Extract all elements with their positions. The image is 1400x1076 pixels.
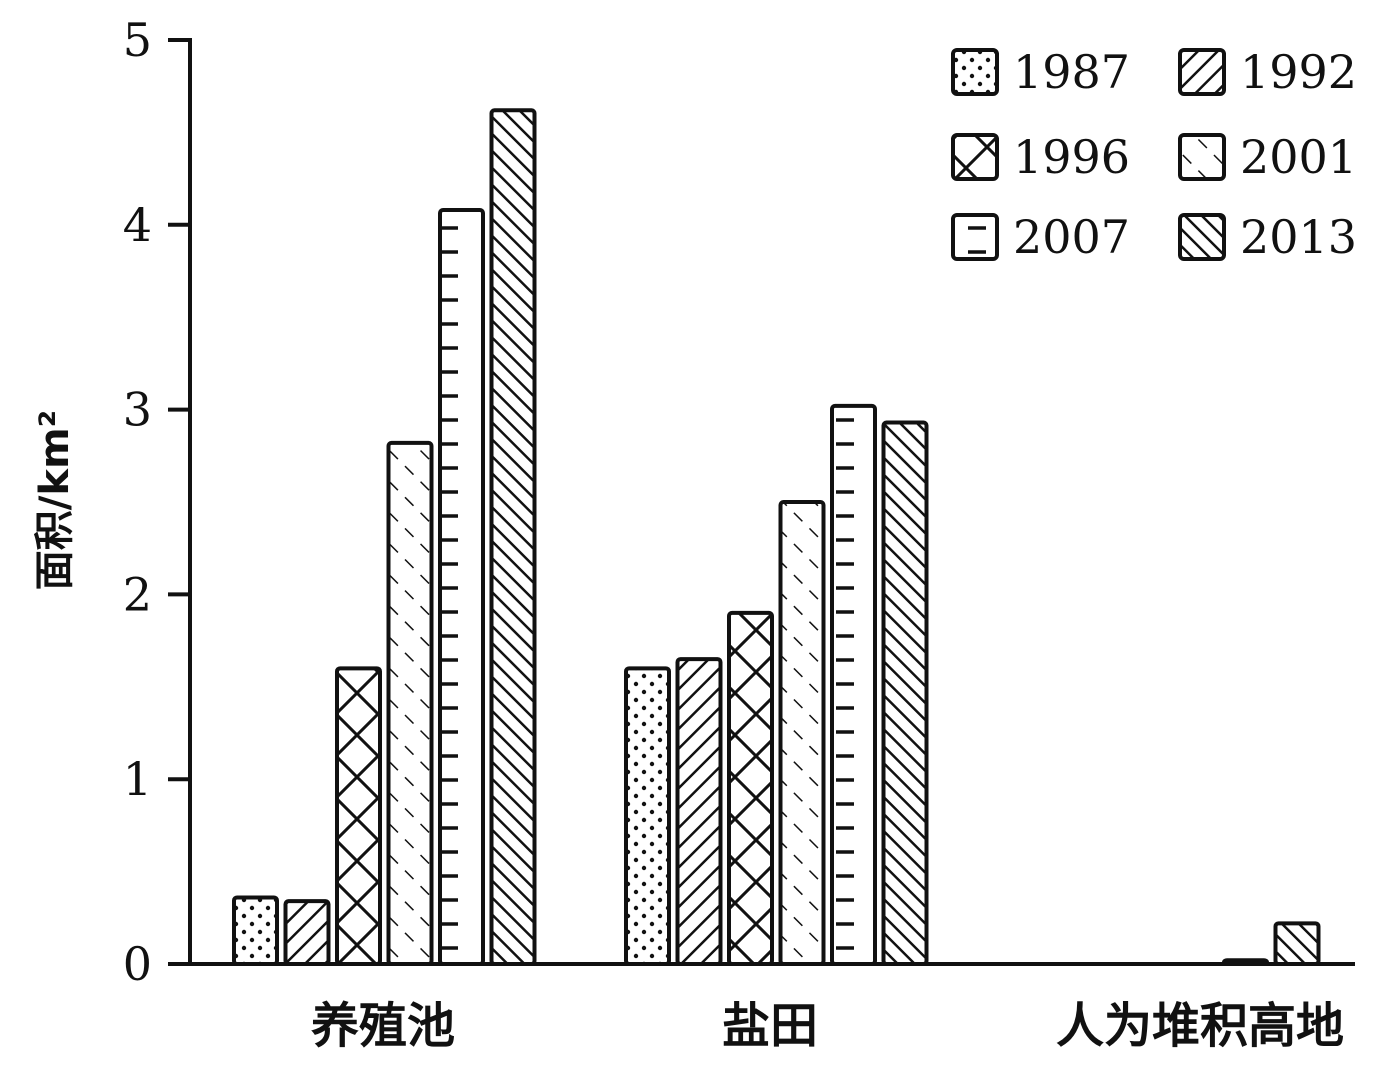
legend-label-1996: 1996 <box>1013 130 1130 184</box>
bar-1996-1 <box>727 610 774 966</box>
category-label: 盐田 <box>722 998 818 1054</box>
y-tick-label: 4 <box>123 198 152 252</box>
legend-label-1992: 1992 <box>1240 45 1357 99</box>
bar-2001-0 <box>386 440 434 966</box>
legend-swatch-2001 <box>1178 133 1226 181</box>
bar-1987-0 <box>232 895 279 966</box>
category-labels: 养殖池 盐田 人为堆积高地 <box>311 998 1344 1054</box>
legend-label-1987: 1987 <box>1013 45 1130 99</box>
bar-1992-1 <box>675 657 723 967</box>
category-label: 人为堆积高地 <box>1056 998 1344 1054</box>
bar-1996-0 <box>335 666 382 966</box>
legend-swatch-1987 <box>951 48 999 96</box>
bar-2007-0 <box>438 208 485 967</box>
bar-1992-0 <box>283 899 331 967</box>
legend-label-2001: 2001 <box>1240 130 1357 184</box>
y-tick-label: 3 <box>123 383 152 437</box>
y-axis-label: 面积/km² <box>32 410 78 590</box>
y-tick-label: 2 <box>123 567 152 621</box>
legend: 1987 1992 1996 2001 2007 2013 <box>951 45 1357 264</box>
bars <box>232 108 1321 967</box>
bar-2013-1 <box>881 420 929 966</box>
y-tick-label: 1 <box>123 752 152 806</box>
legend-label-2007: 2007 <box>1013 210 1130 264</box>
legend-swatch-2007 <box>951 213 999 261</box>
category-label: 养殖池 <box>311 998 455 1054</box>
y-tick-label: 0 <box>123 937 152 991</box>
legend-swatch-1992 <box>1178 48 1226 96</box>
bar-1987-1 <box>624 666 671 966</box>
legend-label-2013: 2013 <box>1240 210 1357 264</box>
legend-swatch-1996 <box>951 133 999 181</box>
y-axis: 0 1 2 3 4 5 <box>123 13 192 991</box>
bar-2013-0 <box>489 108 537 966</box>
bar-2007-1 <box>830 403 877 966</box>
bar-2001-1 <box>778 500 826 966</box>
legend-swatch-2013 <box>1178 213 1226 261</box>
bar-2013-2 <box>1273 921 1321 966</box>
y-tick-label: 5 <box>123 13 152 67</box>
